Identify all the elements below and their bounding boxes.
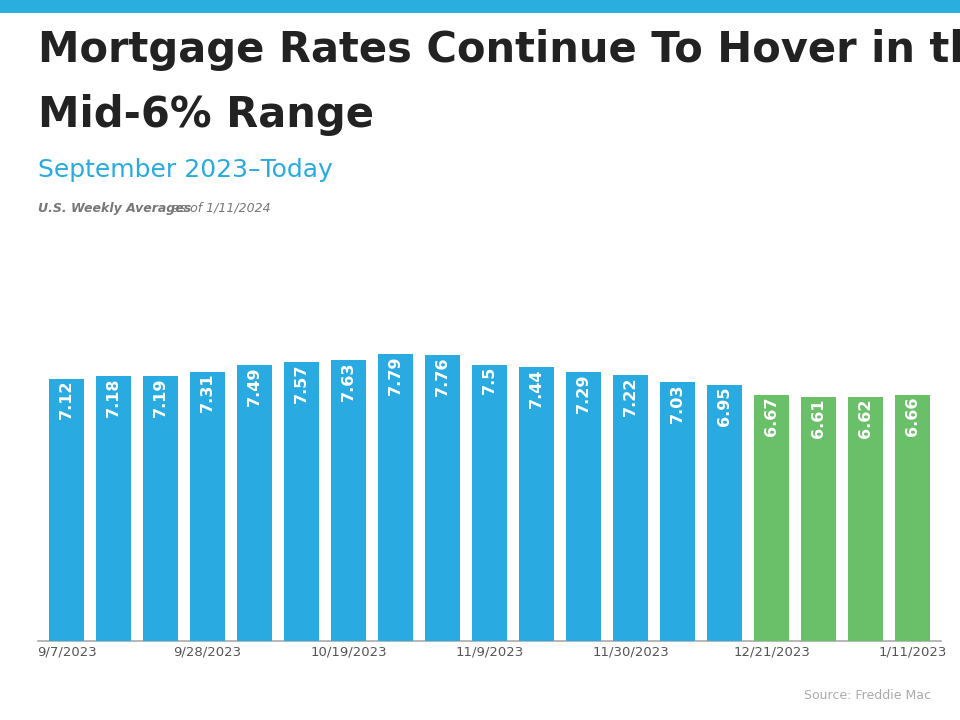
Bar (754, 395, 789, 641)
Text: 7.12: 7.12 (60, 380, 74, 420)
Bar (143, 376, 179, 641)
Text: 7.57: 7.57 (294, 364, 309, 403)
Bar (284, 362, 320, 641)
Bar (237, 365, 273, 641)
Bar (49, 379, 84, 641)
Text: 7.31: 7.31 (200, 373, 215, 413)
Text: 7.44: 7.44 (529, 368, 544, 408)
Text: 6.67: 6.67 (764, 397, 780, 436)
Bar (660, 382, 695, 641)
Bar (566, 372, 601, 641)
Text: 7.19: 7.19 (153, 377, 168, 417)
Bar (378, 354, 413, 641)
Bar (519, 366, 554, 641)
Text: 7.49: 7.49 (247, 366, 262, 406)
Text: 7.63: 7.63 (341, 361, 356, 401)
Bar (801, 397, 836, 641)
Text: Source: Freddie Mac: Source: Freddie Mac (804, 689, 931, 702)
Bar (613, 375, 648, 641)
Bar (96, 377, 132, 641)
Text: 6.62: 6.62 (858, 398, 873, 438)
Bar (425, 355, 460, 641)
Text: 7.76: 7.76 (435, 356, 450, 396)
Bar (331, 360, 366, 641)
Text: September 2023–Today: September 2023–Today (38, 158, 333, 182)
Text: 7.22: 7.22 (623, 377, 638, 416)
Text: Mortgage Rates Continue To Hover in the: Mortgage Rates Continue To Hover in the (38, 29, 960, 71)
Text: U.S. Weekly Averages: U.S. Weekly Averages (38, 202, 192, 215)
Text: 7.03: 7.03 (670, 383, 685, 423)
Bar (190, 372, 226, 641)
Text: 7.18: 7.18 (107, 378, 121, 418)
Bar (895, 395, 930, 641)
Text: 7.5: 7.5 (482, 366, 497, 395)
Text: 6.95: 6.95 (717, 386, 732, 426)
Text: Mid-6% Range: Mid-6% Range (38, 94, 374, 135)
Text: 7.79: 7.79 (388, 355, 403, 395)
Bar (707, 384, 742, 641)
Text: 6.66: 6.66 (905, 397, 920, 436)
Bar (472, 364, 507, 641)
Text: 6.61: 6.61 (811, 399, 827, 438)
Text: as of 1/11/2024: as of 1/11/2024 (168, 202, 271, 215)
Text: 7.29: 7.29 (576, 374, 591, 413)
Bar (848, 397, 883, 641)
